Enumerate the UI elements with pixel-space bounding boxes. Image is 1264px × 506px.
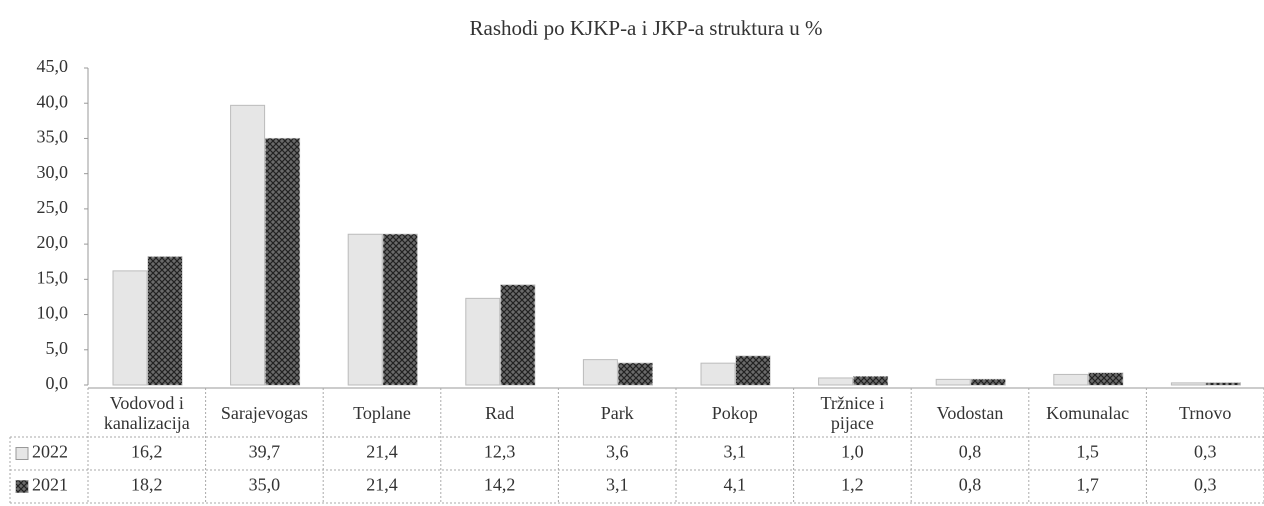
y-tick-label: 25,0 xyxy=(37,197,69,217)
table-value: 1,7 xyxy=(1076,475,1099,495)
table-value: 0,8 xyxy=(959,442,982,462)
table-value: 21,4 xyxy=(366,442,398,462)
legend-swatch-hatch xyxy=(16,480,28,493)
table-value: 21,4 xyxy=(366,475,398,495)
table-value: 0,8 xyxy=(959,475,982,495)
x-tick-label: Vodostan xyxy=(936,402,1004,423)
table-value: 35,0 xyxy=(249,475,281,495)
bar xyxy=(1088,372,1124,386)
bar xyxy=(147,256,183,386)
bar xyxy=(582,359,618,386)
table-value: 1,2 xyxy=(841,475,864,495)
y-tick-label: 0,0 xyxy=(46,373,69,393)
bar xyxy=(230,104,266,386)
table-value: 0,3 xyxy=(1194,442,1217,462)
table-value: 0,3 xyxy=(1194,475,1217,495)
y-tick-label: 10,0 xyxy=(37,303,69,323)
y-tick-label: 35,0 xyxy=(37,127,69,147)
x-tick-label: Toplane xyxy=(353,402,411,423)
table-value: 1,5 xyxy=(1076,442,1099,462)
legend-label: 2022 xyxy=(32,442,68,462)
x-tick-label: Trnovo xyxy=(1179,402,1232,423)
table-value: 4,1 xyxy=(724,475,747,495)
table-value: 3,1 xyxy=(606,475,629,495)
x-tick-label: Tržnice i pijace xyxy=(820,392,885,433)
legend-swatch xyxy=(15,447,29,460)
bar xyxy=(1170,382,1206,386)
table-value: 39,7 xyxy=(249,442,281,462)
table-value: 18,2 xyxy=(131,475,163,495)
chart-title: Rashodi po KJKP-a i JKP-a struktura u % xyxy=(470,16,823,40)
table-value: 14,2 xyxy=(484,475,516,495)
x-tick-label: Pokop xyxy=(711,402,758,423)
legend-label: 2021 xyxy=(32,475,68,495)
table-value: 1,0 xyxy=(841,442,864,462)
bar xyxy=(735,355,771,386)
bar xyxy=(935,378,971,386)
bar xyxy=(347,233,383,386)
bar xyxy=(700,362,736,386)
x-tick-label: Komunalac xyxy=(1046,402,1130,423)
bar xyxy=(1205,382,1241,386)
y-tick-label: 45,0 xyxy=(37,56,69,76)
bar xyxy=(617,362,653,386)
table-value: 12,3 xyxy=(484,442,516,462)
y-tick-label: 30,0 xyxy=(37,162,69,182)
bar xyxy=(112,270,148,386)
y-tick-label: 20,0 xyxy=(37,232,69,252)
y-tick-label: 15,0 xyxy=(37,267,69,287)
x-tick-label: Vodovod i kanalizacija xyxy=(103,392,190,433)
y-tick-label: 5,0 xyxy=(46,338,69,358)
x-tick-label: Sarajevogas xyxy=(220,402,308,423)
table-value: 3,6 xyxy=(606,442,629,462)
bar xyxy=(1053,373,1089,386)
bar xyxy=(853,376,889,386)
bar xyxy=(465,297,501,386)
y-tick-label: 40,0 xyxy=(37,91,69,111)
bar xyxy=(382,233,418,386)
table-value: 3,1 xyxy=(724,442,747,462)
x-tick-label: Rad xyxy=(485,402,515,423)
bar xyxy=(500,284,536,386)
bar xyxy=(818,377,854,386)
bar xyxy=(265,137,301,386)
bar xyxy=(970,378,1006,386)
x-tick-label: Park xyxy=(600,402,634,423)
table-value: 16,2 xyxy=(131,442,163,462)
